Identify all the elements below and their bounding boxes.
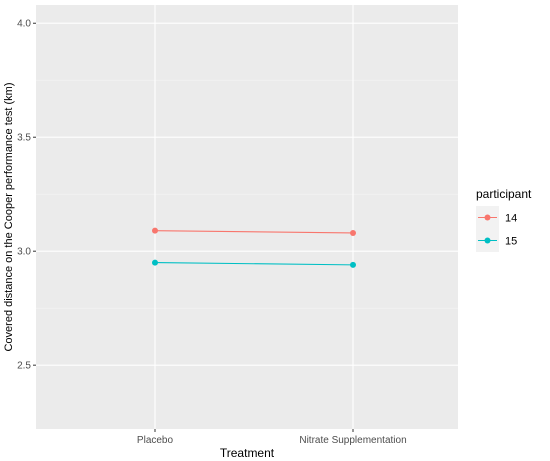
x-axis-ticks: Placebo Nitrate Supplementation — [137, 429, 407, 446]
plot-panel — [36, 5, 458, 429]
y-tick-label: 3.5 — [17, 133, 31, 144]
data-point-14 — [350, 229, 356, 236]
x-axis-title: Treatment — [220, 446, 275, 460]
series-layer — [152, 227, 356, 268]
y-tick-label: 4.0 — [17, 19, 31, 30]
x-tick-label: Nitrate Supplementation — [299, 435, 406, 446]
legend-label: 14 — [505, 213, 517, 225]
x-tick-label: Placebo — [137, 435, 174, 446]
minor-gridlines — [36, 79, 458, 309]
data-point-14 — [152, 227, 158, 234]
data-point-15 — [350, 261, 356, 268]
legend-key-point — [484, 214, 491, 221]
major-gridlines — [36, 5, 458, 429]
y-axis-ticks: 2.5 3.0 3.5 4.0 — [17, 19, 36, 372]
y-tick-label: 3.0 — [17, 247, 31, 258]
series-line-14 — [154, 230, 354, 234]
y-axis-title: Covered distance on the Cooper performan… — [3, 82, 15, 351]
legend: participant 14 15 — [476, 187, 532, 252]
data-point-15 — [152, 259, 158, 266]
legend-label: 15 — [505, 236, 517, 248]
legend-keys: 14 15 — [476, 206, 517, 252]
series-line-15 — [154, 262, 354, 266]
legend-key-point — [484, 237, 491, 244]
legend-title: participant — [476, 187, 532, 201]
y-tick-label: 2.5 — [17, 361, 31, 372]
